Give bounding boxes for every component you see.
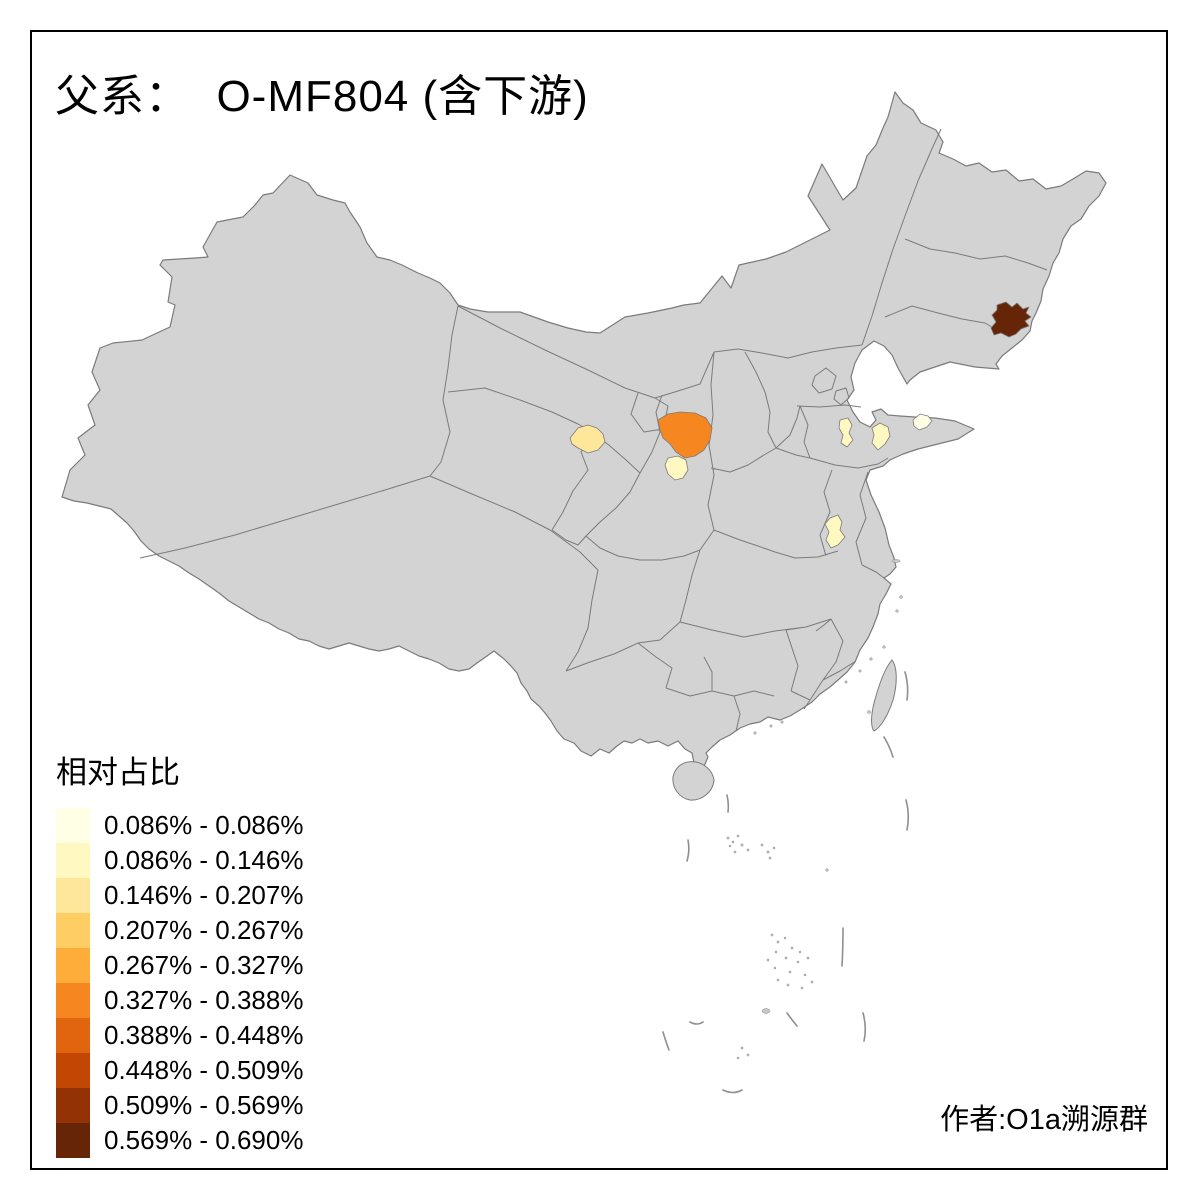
region-shandong-central (871, 422, 891, 451)
legend-item: 0.509% - 0.569% (56, 1088, 303, 1123)
province-borders (139, 128, 1048, 732)
legend-swatch (56, 1088, 90, 1123)
legend-swatch (56, 948, 90, 983)
legend-label: 0.086% - 0.086% (104, 810, 304, 840)
legend-item: 0.146% - 0.207% (56, 878, 303, 913)
legend-item: 0.388% - 0.448% (56, 1018, 303, 1053)
legend-swatch (56, 1053, 90, 1088)
legend-item: 0.327% - 0.388% (56, 983, 303, 1018)
legend-title: 相对占比 (56, 755, 180, 790)
plot-frame (30, 30, 1168, 1170)
legend-label: 0.086% - 0.146% (104, 845, 304, 875)
legend-item: 0.569% - 0.690% (56, 1123, 303, 1158)
author-credit: 作者:O1a溯源群 (940, 1104, 1148, 1136)
legend-swatch (56, 983, 90, 1018)
region-shaanxi-north (657, 411, 713, 459)
legend: 相对占比 0.086% - 0.086% 0.086% - 0.146% 0.1… (56, 747, 303, 1158)
legend-item: 0.207% - 0.267% (56, 913, 303, 948)
taiwan-island (871, 659, 897, 732)
legend-label: 0.327% - 0.388% (104, 985, 304, 1015)
legend-swatch (56, 1018, 90, 1053)
legend-label: 0.267% - 0.327% (104, 950, 304, 980)
legend-label: 0.146% - 0.207% (104, 880, 304, 910)
page-title: 父系： O-MF804 (含下游) (55, 72, 589, 121)
legend-item: 0.267% - 0.327% (56, 948, 303, 983)
legend-swatch (56, 1123, 90, 1158)
legend-swatch (56, 878, 90, 913)
region-gansu-central (569, 424, 606, 454)
legend-label: 0.388% - 0.448% (104, 1020, 304, 1050)
legend-swatch (56, 843, 90, 878)
legend-label: 0.569% - 0.690% (104, 1125, 304, 1155)
legend-label: 0.207% - 0.267% (104, 915, 304, 945)
region-jilin-east (990, 301, 1032, 338)
region-henan-anhui (824, 514, 846, 549)
legend-label: 0.509% - 0.569% (104, 1090, 304, 1120)
legend-label: 0.448% - 0.509% (104, 1055, 304, 1085)
small-islands (726, 559, 903, 1060)
legend-item: 0.448% - 0.509% (56, 1053, 303, 1088)
hainan-island (672, 761, 715, 801)
region-shandong-west (838, 417, 854, 448)
region-shaanxi-mid (664, 455, 689, 481)
legend-swatch (56, 808, 90, 843)
region-shandong-east (912, 413, 933, 431)
legend-item: 0.086% - 0.146% (56, 843, 303, 878)
nine-dash-line-segments (662, 671, 910, 1094)
legend-item: 0.086% - 0.086% (56, 808, 303, 843)
legend-swatch (56, 913, 90, 948)
